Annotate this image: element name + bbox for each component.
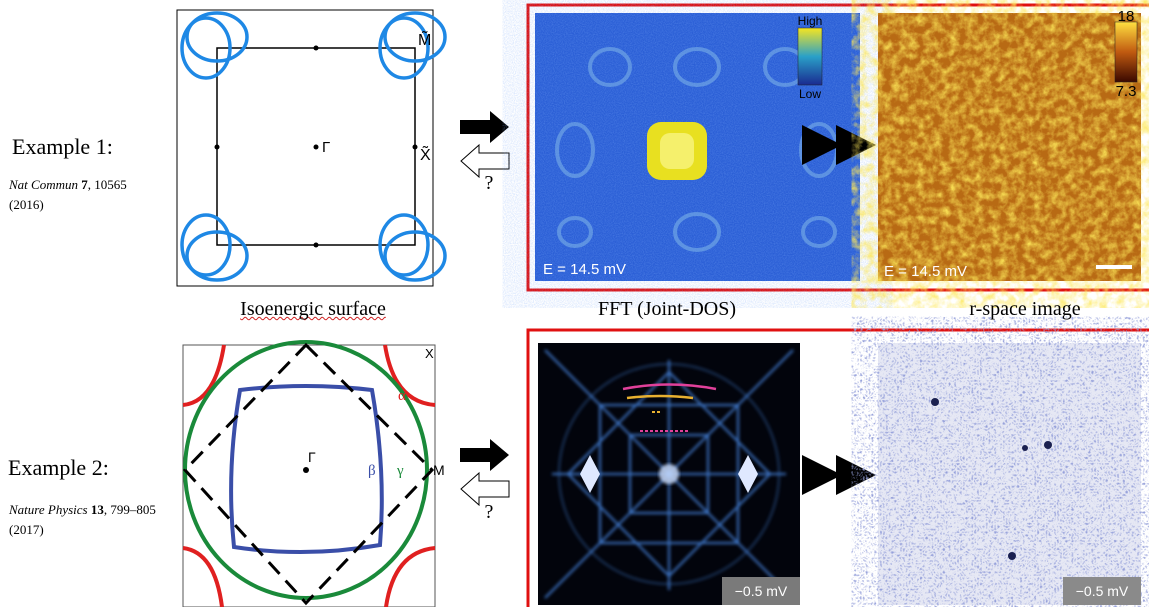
column-label: r-space image [969, 298, 1081, 320]
label-box [722, 577, 800, 605]
pocket [383, 11, 447, 63]
arc [673, 47, 721, 87]
defect [1044, 441, 1052, 449]
fft-image-1: High Low E = 14.5 mV [535, 13, 860, 281]
pocket [378, 16, 430, 80]
arc [673, 212, 721, 252]
pocket [383, 344, 436, 407]
point [313, 242, 319, 248]
pocket [182, 344, 226, 407]
highlight-box [526, 3, 1149, 292]
volume: 13 [90, 502, 104, 517]
column-label: Isoenergic surface [240, 298, 386, 320]
question-mark: ? [485, 172, 494, 194]
colorbar-label: High [798, 14, 823, 28]
citation: Nature Physics 13, 799–805 (2017) [9, 500, 159, 540]
alpha-pockets [182, 344, 436, 607]
band-label: β [368, 463, 376, 479]
energy-label: E = 14.5 mV [543, 261, 626, 278]
isoenergic-surface-2: X α Γ M β γ [182, 340, 445, 607]
defect [931, 398, 939, 406]
point-label: Γ [308, 449, 316, 465]
journal: Nat Commun [9, 177, 78, 192]
zone-boundary [182, 342, 435, 606]
pocket [383, 230, 447, 282]
beta-pocket [229, 384, 384, 555]
forward-arrow [460, 111, 509, 143]
scattering-vector [622, 383, 717, 391]
band-label: α [398, 388, 406, 404]
column-label: FFT (Joint-DOS) [598, 298, 736, 320]
example-label: Example 2: [8, 455, 109, 480]
isoenergic-surface-1: M̃ Γ X̃ [176, 9, 447, 287]
forward-arrow [460, 439, 509, 471]
central-peak-core [660, 133, 694, 169]
fermi-pockets [180, 11, 447, 282]
arc [588, 47, 632, 87]
colorbar-label: 7.3 [1116, 83, 1137, 100]
symmetry-points [214, 45, 418, 248]
energy-label: E = 14.5 mV [884, 263, 967, 280]
point [214, 144, 220, 150]
example-label: Example 1: [12, 134, 113, 159]
gamma-point [303, 467, 309, 473]
citation-details: , 799–805 (2017) [9, 502, 156, 537]
defect [1022, 445, 1028, 451]
center-spot [659, 464, 679, 484]
rspace-image-2: −0.5 mV [878, 343, 1141, 605]
image-texture [878, 343, 1141, 605]
scale-bar [1096, 265, 1132, 269]
rspace-image-1: 18 7.3 E = 14.5 mV [878, 8, 1141, 281]
image-texture [878, 13, 1141, 281]
pocket [185, 230, 249, 282]
point [412, 144, 418, 150]
pocket [180, 16, 232, 80]
citation: Nat Commun 7, 10565 (2016) [9, 175, 144, 215]
pocket [182, 546, 224, 607]
highlight-box [526, 328, 1149, 607]
energy-label: −0.5 mV [735, 583, 788, 599]
point-label: X̃ [420, 144, 431, 164]
volume: 7 [81, 177, 88, 192]
colorbar [797, 27, 823, 86]
question-mark: ? [485, 501, 494, 523]
defects [931, 398, 1052, 560]
energy-label: −0.5 mV [1076, 583, 1129, 599]
band-label: γ [396, 463, 404, 479]
point [313, 144, 319, 150]
point-label: Γ [322, 139, 330, 156]
colorbar [1114, 21, 1138, 83]
citation-details: , 10565 (2016) [9, 177, 127, 212]
point [313, 45, 319, 51]
defect [1008, 552, 1016, 560]
journal: Nature Physics [9, 502, 88, 517]
inverse-arrow [460, 143, 510, 179]
colorbar-label: Low [799, 87, 821, 101]
feature [558, 363, 780, 585]
scattering-vector [626, 394, 694, 400]
arc [801, 216, 837, 248]
point-label: M̃ [418, 29, 431, 49]
pocket [180, 213, 232, 277]
fft-image-2: −0.5 mV [538, 343, 800, 605]
colorbar-label: 18 [1118, 8, 1135, 25]
point-label: X [425, 346, 434, 361]
label-box [1063, 577, 1141, 605]
inverse-arrow [460, 471, 510, 507]
pocket [384, 546, 436, 607]
arc [557, 216, 593, 248]
point-label: M [433, 462, 445, 478]
pocket [185, 11, 249, 63]
arc [555, 122, 595, 178]
pocket [378, 213, 430, 277]
